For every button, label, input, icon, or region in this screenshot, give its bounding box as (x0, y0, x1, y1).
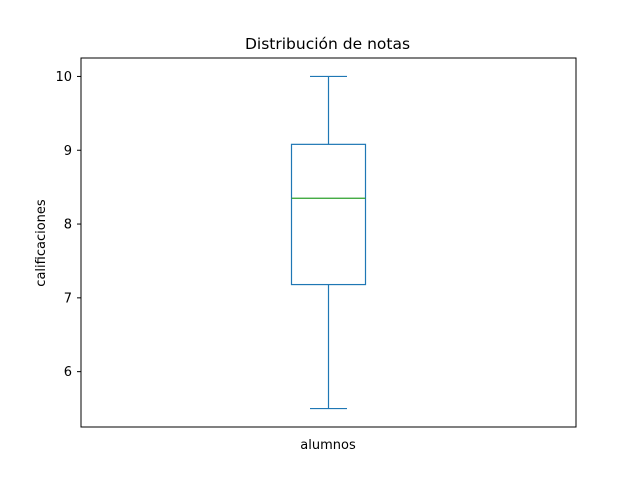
box-series (290, 75, 367, 410)
y-tick-label: 7 (64, 291, 72, 306)
box-iqr (290, 143, 367, 286)
y-tick-label: 6 (64, 365, 72, 380)
chart-title: Distribución de notas (245, 35, 410, 53)
x-axis-label: alumnos (300, 438, 356, 453)
y-axis-label: calificaciones (34, 199, 49, 287)
plot-area (80, 57, 577, 428)
plot-frame (80, 57, 577, 428)
y-axis-ticks: 6 7 8 9 10 (55, 70, 81, 380)
y-tick-label: 10 (55, 70, 72, 85)
y-tick-label: 9 (64, 144, 72, 159)
y-tick-label: 8 (64, 218, 72, 233)
